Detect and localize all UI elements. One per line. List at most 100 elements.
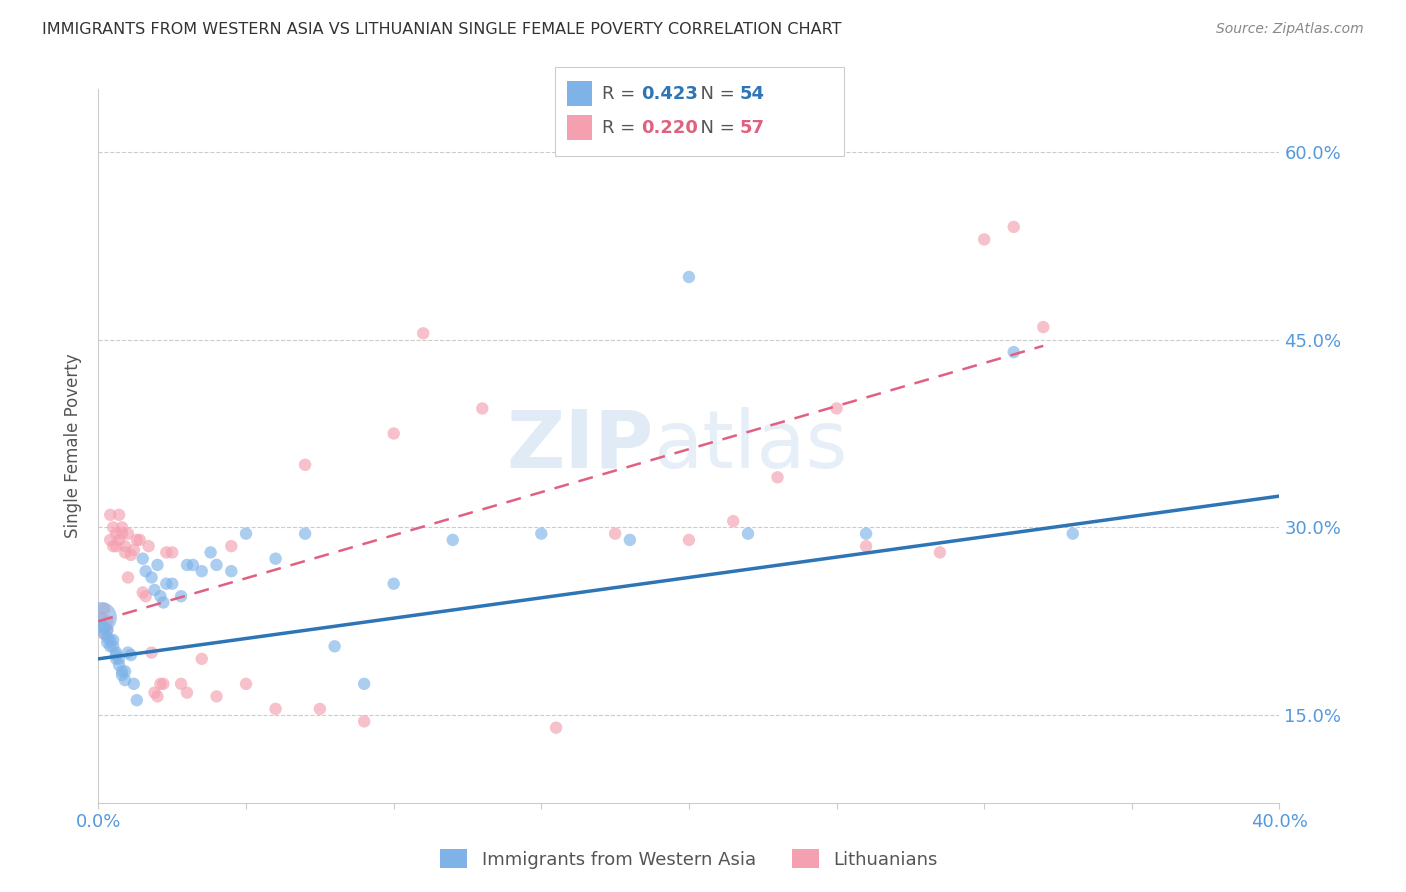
Y-axis label: Single Female Poverty: Single Female Poverty xyxy=(65,354,83,538)
Point xyxy=(138,539,160,553)
Point xyxy=(162,576,183,591)
Point xyxy=(323,640,346,654)
Point xyxy=(122,677,145,691)
Point xyxy=(96,631,118,645)
Point xyxy=(353,677,375,691)
Text: ZIP: ZIP xyxy=(506,407,654,485)
Text: R =: R = xyxy=(602,85,641,103)
Point xyxy=(111,526,134,541)
Point xyxy=(723,514,745,528)
Point xyxy=(825,401,848,416)
Point xyxy=(605,526,627,541)
Text: 54: 54 xyxy=(740,85,765,103)
Point xyxy=(176,685,198,699)
Point xyxy=(114,665,136,679)
Point xyxy=(382,426,405,441)
Point xyxy=(1032,320,1054,334)
Point xyxy=(1002,219,1025,234)
Point xyxy=(114,545,136,559)
Point xyxy=(132,585,155,599)
Point xyxy=(105,646,128,660)
Point xyxy=(93,621,115,635)
Point xyxy=(191,564,214,578)
Point xyxy=(619,533,641,547)
Point xyxy=(235,526,257,541)
Point xyxy=(855,526,877,541)
Point xyxy=(98,508,121,522)
Point xyxy=(530,526,553,541)
Point xyxy=(141,570,163,584)
Point xyxy=(128,533,150,547)
Text: N =: N = xyxy=(689,119,741,136)
Point xyxy=(143,685,166,699)
Point xyxy=(152,677,174,691)
Point xyxy=(108,508,131,522)
Point xyxy=(93,627,115,641)
Point xyxy=(191,652,214,666)
Point xyxy=(111,665,134,679)
Point xyxy=(855,539,877,553)
Point xyxy=(973,232,995,246)
Point xyxy=(108,658,131,673)
Point xyxy=(766,470,789,484)
Point xyxy=(176,558,198,572)
Point xyxy=(678,270,700,285)
Point xyxy=(264,551,287,566)
Text: IMMIGRANTS FROM WESTERN ASIA VS LITHUANIAN SINGLE FEMALE POVERTY CORRELATION CHA: IMMIGRANTS FROM WESTERN ASIA VS LITHUANI… xyxy=(42,22,842,37)
Point xyxy=(105,526,128,541)
Point xyxy=(412,326,434,341)
Point xyxy=(170,589,193,603)
Point xyxy=(205,558,228,572)
Point xyxy=(90,618,112,632)
Point xyxy=(90,610,112,624)
Point xyxy=(105,648,128,662)
Point xyxy=(546,721,568,735)
Text: Source: ZipAtlas.com: Source: ZipAtlas.com xyxy=(1216,22,1364,37)
Point xyxy=(152,595,174,609)
Point xyxy=(264,702,287,716)
Text: R =: R = xyxy=(602,119,641,136)
Point xyxy=(382,576,405,591)
Point xyxy=(170,677,193,691)
Point xyxy=(294,526,316,541)
Point xyxy=(441,533,464,547)
Point xyxy=(98,633,121,648)
Point xyxy=(135,589,157,603)
Point xyxy=(114,539,136,553)
Point xyxy=(162,545,183,559)
Point xyxy=(135,564,157,578)
Point xyxy=(108,652,131,666)
Point xyxy=(146,690,169,704)
Point xyxy=(471,401,494,416)
Point xyxy=(149,677,172,691)
Point xyxy=(120,548,142,562)
Point xyxy=(105,652,128,666)
Point xyxy=(103,640,125,654)
Point xyxy=(117,570,139,584)
Point xyxy=(221,539,243,553)
Point xyxy=(678,533,700,547)
Point xyxy=(141,646,163,660)
Point xyxy=(108,533,131,547)
Text: 0.423: 0.423 xyxy=(641,85,697,103)
Legend: Immigrants from Western Asia, Lithuanians: Immigrants from Western Asia, Lithuanian… xyxy=(433,842,945,876)
Point xyxy=(143,582,166,597)
Point xyxy=(205,690,228,704)
Point xyxy=(155,576,177,591)
Point xyxy=(149,589,172,603)
Text: N =: N = xyxy=(689,85,741,103)
Point xyxy=(309,702,332,716)
Point xyxy=(146,558,169,572)
Point xyxy=(103,520,125,534)
Point xyxy=(117,526,139,541)
Text: 57: 57 xyxy=(740,119,765,136)
Point xyxy=(1002,345,1025,359)
Point xyxy=(353,714,375,729)
Point xyxy=(125,693,148,707)
Point xyxy=(235,677,257,691)
Point xyxy=(122,542,145,557)
Point xyxy=(96,635,118,649)
Point xyxy=(103,633,125,648)
Point xyxy=(111,520,134,534)
Point xyxy=(98,640,121,654)
